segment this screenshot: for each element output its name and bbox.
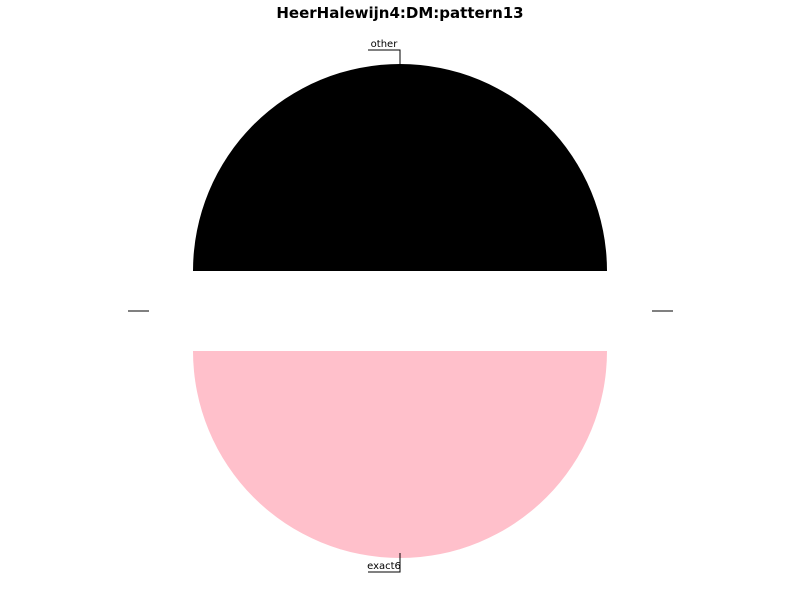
pie-slice-other	[193, 64, 607, 271]
pie-slice-exact6	[193, 351, 607, 558]
chart-title: HeerHalewijn4:DM:pattern13	[276, 4, 524, 22]
slice-label-exact6: exact6	[367, 561, 401, 572]
leader-line-exact6	[368, 553, 401, 573]
slice-label-other: other	[371, 39, 399, 50]
pie-slices	[193, 64, 607, 558]
label-leader-lines	[368, 49, 401, 573]
slice-labels: other exact6	[367, 39, 401, 572]
leader-line-other	[368, 49, 401, 69]
